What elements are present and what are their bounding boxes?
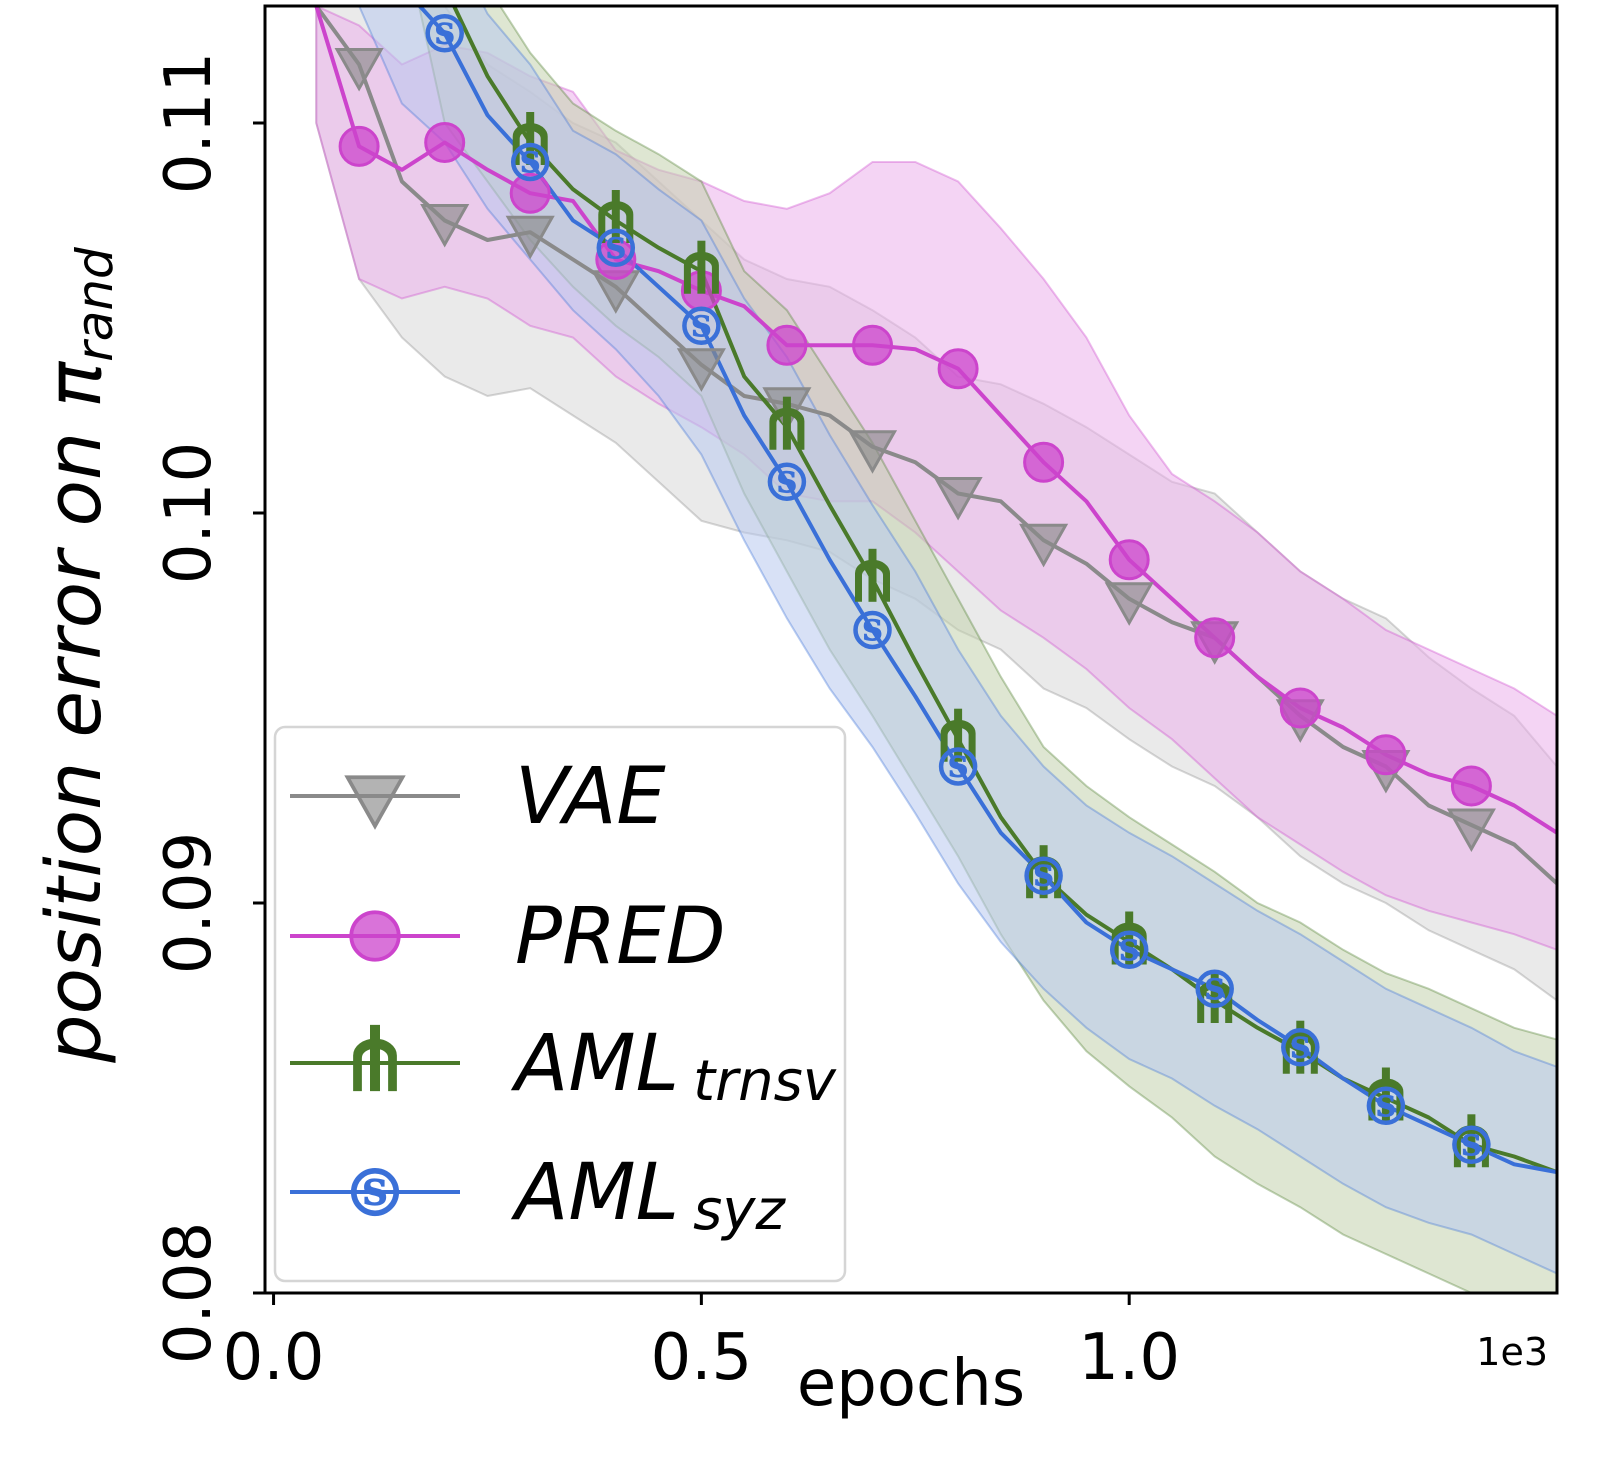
x-axis-title: epochs (797, 1347, 1025, 1421)
y-tick-label-1: 0.09 (152, 832, 226, 975)
aml-syz-band (357, 6, 1557, 1275)
y-tick-label-2: 0.10 (152, 442, 226, 585)
legend-marker-pred (349, 910, 401, 962)
pred-marker-10 (1194, 617, 1236, 659)
pred-marker-12 (1365, 734, 1407, 776)
x-tick-label-2: 1.0 (1078, 1321, 1180, 1395)
y-axis-title: position error on πrand (29, 247, 124, 1064)
y-axis-title-symbol: π (29, 361, 118, 408)
pred-marker-13 (1450, 765, 1492, 807)
y-axis: 0.08 0.09 0.10 0.11 (152, 52, 265, 1365)
y-axis-title-main: position error on (29, 408, 118, 1064)
x-scale-label: 1e3 (1476, 1330, 1548, 1374)
legend-label-aml-trnsv: AML trnsv (510, 1019, 837, 1114)
pred-marker-8 (1023, 441, 1065, 483)
y-axis-title-subscript: rand (66, 247, 124, 362)
legend-name-vae: VAE (515, 752, 666, 842)
legend-label-pred: PRED (515, 892, 726, 982)
pred-marker-6 (852, 324, 893, 366)
legend-name-aml-trnsv: AML (510, 1019, 679, 1109)
legend-name-pred: PRED (515, 892, 726, 982)
pred-marker-9 (1108, 539, 1150, 581)
pred-marker-5 (766, 324, 808, 366)
pred-marker-1 (424, 122, 466, 163)
pred-marker-7 (937, 348, 979, 390)
legend-label-vae: VAE (515, 752, 666, 842)
y-tick-label-3: 0.11 (152, 52, 226, 195)
pred-marker-0 (338, 125, 380, 167)
legend-frame (273, 725, 847, 1283)
legend-name-aml-syz: AML (510, 1148, 679, 1238)
y-tick-label-0: 0.08 (152, 1222, 226, 1365)
x-tick-label-0: 0.0 (223, 1321, 325, 1395)
legend-sub-aml-syz: syz (693, 1178, 786, 1243)
legend-sub-aml-trnsv: trnsv (693, 1049, 837, 1114)
x-axis: 0.0 0.5 1.0 (223, 1293, 1180, 1395)
legend-label-aml-syz: AML syz (510, 1148, 786, 1243)
pred-marker-11 (1279, 687, 1321, 729)
x-tick-label-1: 0.5 (650, 1321, 752, 1395)
plot-frame (263, 4, 1559, 1295)
